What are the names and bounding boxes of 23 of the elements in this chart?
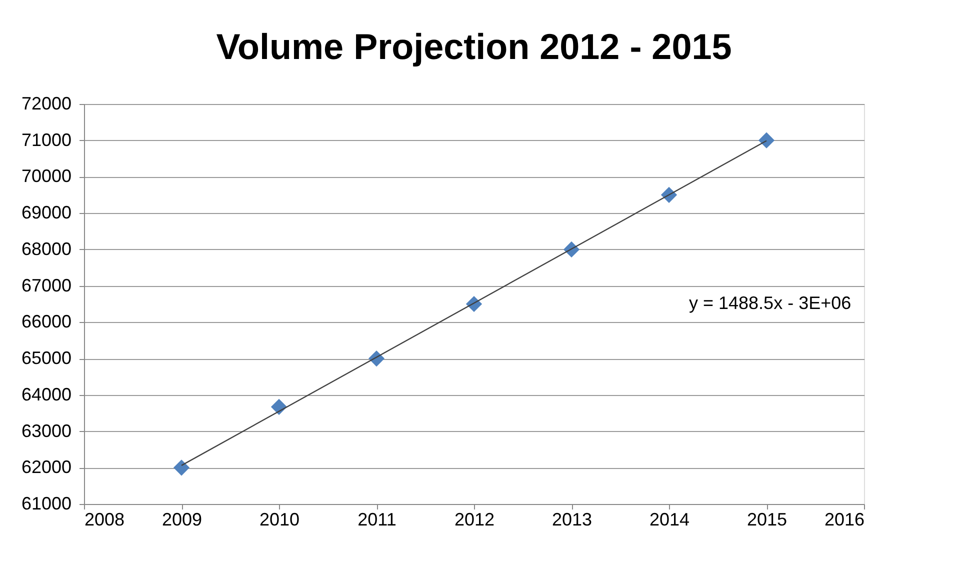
x-tick-label: 2009	[162, 510, 202, 530]
x-tick-label: 2008	[84, 510, 125, 530]
x-tick-label: 2015	[746, 510, 788, 530]
y-tick-label: 63000	[21, 420, 72, 441]
y-tick-label: 68000	[21, 238, 72, 259]
x-tick-label: 2010	[259, 510, 300, 530]
y-tick-label: 65000	[21, 348, 72, 368]
x-tick-label: 2013	[552, 510, 592, 530]
x-tick-label: 2016	[824, 510, 864, 530]
annotation: y = 1488.5x - 3E+06	[689, 293, 852, 313]
y-tick-label: 67000	[21, 275, 72, 296]
y-tick-label: 71000	[21, 130, 72, 150]
y-tick-label: 66000	[21, 312, 72, 332]
x-tick-label: 2014	[649, 510, 690, 530]
y-tick-label: 69000	[21, 202, 72, 223]
chart-title: Volume Projection 2012 - 2015	[216, 26, 732, 67]
y-tick-label: 70000	[21, 166, 72, 186]
y-tick-label: 62000	[21, 457, 72, 478]
y-tick-label: 61000	[21, 494, 72, 514]
y-tick-label: 72000	[21, 94, 72, 114]
x-tick-label: 2012	[454, 510, 495, 530]
y-tick-label: 64000	[21, 384, 72, 404]
x-tick-label: 2011	[358, 510, 396, 530]
